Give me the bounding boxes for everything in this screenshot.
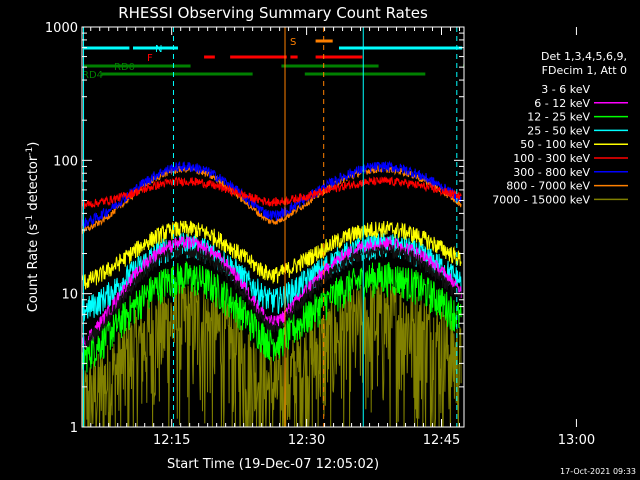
legend-entry-label: 100 - 300 keV xyxy=(513,152,590,165)
x-tick-label: 12:45 xyxy=(423,433,460,448)
flag-label: RD0 xyxy=(114,62,135,73)
count-rate-trace xyxy=(81,260,462,373)
legend-header-2: FDecim 1, Att 0 xyxy=(542,64,627,77)
generation-timestamp: 17-Oct-2021 09:33 xyxy=(560,467,636,476)
legend-entry-label: 50 - 100 keV xyxy=(520,138,590,151)
flag-label: N xyxy=(155,44,162,55)
count-rate-trace xyxy=(81,176,462,209)
flag-label: S xyxy=(290,37,296,48)
legend-entry-label: 25 - 50 keV xyxy=(527,124,590,137)
legend-entry-label: 7000 - 15000 keV xyxy=(492,193,590,206)
chart-title: RHESSI Observing Summary Count Rates xyxy=(118,4,428,22)
x-tick-label: 13:00 xyxy=(558,433,595,448)
legend-entry-label: 800 - 7000 keV xyxy=(506,180,590,193)
count-rate-trace xyxy=(81,236,462,352)
x-tick-label: 12:30 xyxy=(288,433,325,448)
count-rate-trace xyxy=(81,281,462,429)
y-tick-label: 10 xyxy=(61,288,78,303)
vertical-markers xyxy=(83,27,458,427)
legend-entry-label: 12 - 25 keV xyxy=(527,111,590,124)
x-tick-label: 12:15 xyxy=(153,433,190,448)
y-tick-label: 1000 xyxy=(45,21,78,36)
x-axis-label: Start Time (19-Dec-07 12:05:02) xyxy=(167,457,379,472)
plot-frame xyxy=(81,26,465,428)
legend-entry-label: 3 - 6 keV xyxy=(541,83,590,96)
legend: Det 1,3,4,5,6,9, FDecim 1, Att 0 3 - 6 k… xyxy=(492,50,628,206)
legend-header-1: Det 1,3,4,5,6,9, xyxy=(541,50,627,63)
trace-layer xyxy=(81,160,462,429)
legend-entry-label: 6 - 12 keV xyxy=(534,97,590,110)
count-rate-trace xyxy=(81,160,462,228)
axes: 12:1512:3012:4513:0013:1513:3013:4511010… xyxy=(45,21,595,448)
y-axis-label: Count Rate (s-1 detector-1) xyxy=(25,142,41,313)
count-rate-trace xyxy=(81,243,462,353)
legend-entry-label: 300 - 800 keV xyxy=(513,166,590,179)
flag-label: RD4 xyxy=(82,70,103,81)
y-tick-label: 100 xyxy=(53,154,78,169)
flag-label: F xyxy=(147,53,153,64)
y-tick-label: 1 xyxy=(70,421,78,436)
count-rate-trace xyxy=(81,220,462,290)
